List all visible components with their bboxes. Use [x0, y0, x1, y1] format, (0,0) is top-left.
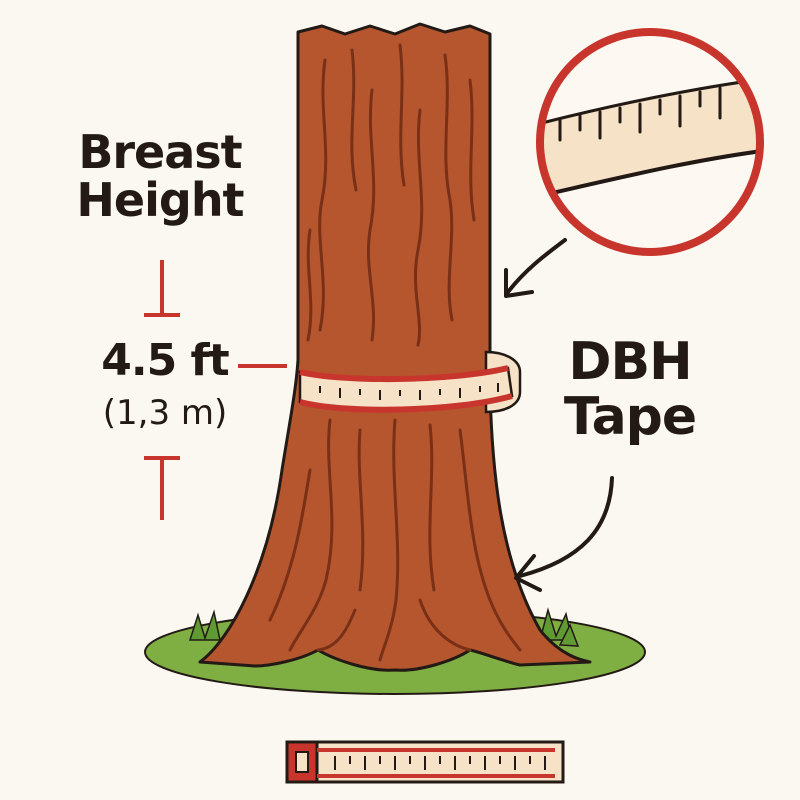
breast-height-label: Breast Height [55, 128, 265, 225]
curved-arrow-icon [514, 476, 614, 592]
breast-height-line1: Breast [78, 125, 242, 179]
height-metric: (1,3 m) [102, 393, 228, 433]
height-value: 4.5 ft [101, 335, 229, 386]
dbh-tape-wrap [298, 350, 522, 414]
bark-texture [268, 43, 522, 662]
tree-trunk [198, 22, 592, 672]
dbh-tape-line2: Tape [563, 386, 697, 447]
breast-height-line2: Height [76, 173, 244, 228]
dbh-tape-label: DBH Tape [540, 335, 720, 444]
dbh-tape-line1: DBH [568, 332, 692, 392]
grass-tufts [188, 607, 580, 647]
loose-tape [285, 740, 565, 784]
zoom-circle-icon [536, 28, 764, 256]
curved-arrow-icon [504, 238, 567, 298]
height-marker [144, 260, 287, 520]
